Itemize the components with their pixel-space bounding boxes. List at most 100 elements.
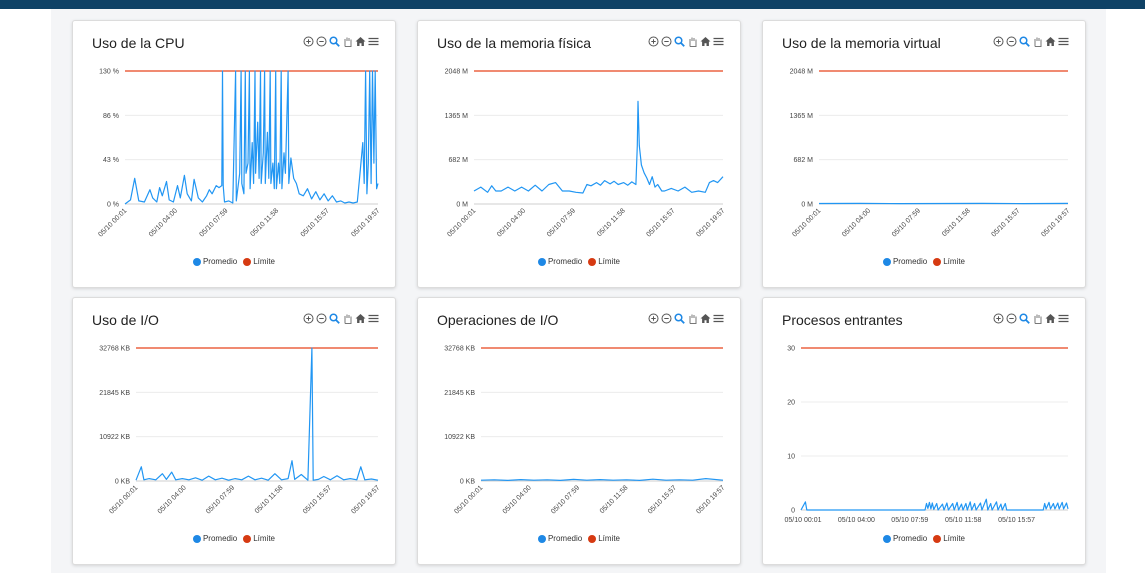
- y-tick-label: 1365 M: [790, 113, 814, 120]
- x-tick-label: 05/10 11:58: [941, 207, 972, 238]
- legend-label: Promedio: [202, 534, 238, 543]
- line-chart: 0 KB 10922 KB 21845 KB 32768 KB 05/10 00:01 0…: [99, 346, 381, 516]
- y-tick-label: 20: [787, 400, 795, 407]
- legend-marker: [537, 534, 546, 543]
- pan-hand-icon[interactable]: [687, 313, 698, 324]
- legend-item-limit[interactable]: Límite: [933, 257, 965, 266]
- x-tick-label: 05/10 15:57: [302, 484, 333, 515]
- average-series-line: [135, 347, 379, 481]
- pan-hand-icon[interactable]: [342, 313, 353, 324]
- menu-icon[interactable]: [1058, 313, 1069, 324]
- magnifier-icon[interactable]: [674, 312, 685, 324]
- home-icon[interactable]: [700, 36, 711, 47]
- x-tick-label: 05/10 19:57: [695, 207, 726, 238]
- x-tick-label: 05/10 15:57: [647, 484, 678, 515]
- legend-item-limit[interactable]: Límite: [243, 257, 275, 266]
- chart-card-incoming-processes: Procesos entrantes 0 10 20 30 05/10 00:01 05/1…: [762, 297, 1086, 565]
- legend-item-average[interactable]: Promedio: [882, 534, 927, 543]
- y-tick-label: 0 M: [456, 202, 468, 209]
- x-tick-label: 05/10 19:57: [1040, 207, 1071, 238]
- chart-legend: Promedio Límite: [418, 534, 740, 543]
- y-tick-label: 2048 M: [445, 69, 469, 76]
- average-series-line: [124, 70, 379, 205]
- magnifier-icon[interactable]: [329, 35, 340, 47]
- menu-icon[interactable]: [713, 36, 724, 47]
- zoom-in-icon[interactable]: [993, 313, 1004, 324]
- chart-toolbar: [648, 311, 724, 325]
- line-chart: 0 M 682 M 1365 M 2048 M 05/10 00:01 05/10 04:…: [445, 69, 727, 239]
- x-tick-label: 05/10 04:00: [502, 484, 533, 515]
- chart-legend: Promedio Límite: [418, 257, 740, 266]
- legend-item-average[interactable]: Promedio: [192, 534, 238, 543]
- zoom-out-icon[interactable]: [1006, 36, 1017, 47]
- y-tick-label: 682 M: [449, 157, 469, 164]
- chart-toolbar: [993, 311, 1069, 325]
- zoom-out-icon[interactable]: [661, 36, 672, 47]
- zoom-out-icon[interactable]: [1006, 313, 1017, 324]
- x-tick-label: 05/10 04:00: [841, 207, 872, 238]
- y-tick-label: 86 %: [103, 113, 119, 120]
- magnifier-icon[interactable]: [1019, 312, 1030, 324]
- zoom-in-icon[interactable]: [303, 36, 314, 47]
- chart-card-io-operations: Operaciones de I/O 0 KB 10922 KB 21845 KB 32…: [417, 297, 741, 565]
- zoom-in-icon[interactable]: [993, 36, 1004, 47]
- y-tick-label: 21845 KB: [444, 390, 475, 397]
- zoom-out-icon[interactable]: [316, 36, 327, 47]
- zoom-in-icon[interactable]: [303, 313, 314, 324]
- x-tick-label: 05/10 07:59: [550, 484, 581, 515]
- home-icon[interactable]: [355, 313, 366, 324]
- legend-marker: [588, 257, 597, 266]
- x-tick-label: 05/10 00:01: [108, 484, 139, 515]
- chart-legend: Promedio Límite: [73, 257, 395, 266]
- legend-item-limit[interactable]: Límite: [243, 534, 275, 543]
- menu-icon[interactable]: [1058, 36, 1069, 47]
- y-tick-label: 682 M: [794, 157, 814, 164]
- pan-hand-icon[interactable]: [1032, 313, 1043, 324]
- zoom-in-icon[interactable]: [648, 313, 659, 324]
- x-tick-label: 05/10 04:00: [838, 517, 875, 524]
- y-tick-label: 2048 M: [790, 69, 814, 76]
- chart-card-cpu: Uso de la CPU 0 % 43 % 86 % 130 % 05/10 00:01…: [72, 20, 396, 288]
- legend-item-limit[interactable]: Límite: [588, 257, 620, 266]
- pan-hand-icon[interactable]: [687, 36, 698, 47]
- x-tick-label: 05/10 00:01: [97, 207, 128, 238]
- pan-hand-icon[interactable]: [342, 36, 353, 47]
- chart-legend: Promedio Límite: [763, 257, 1085, 266]
- zoom-in-icon[interactable]: [648, 36, 659, 47]
- legend-item-average[interactable]: Promedio: [882, 257, 928, 266]
- menu-icon[interactable]: [713, 313, 724, 324]
- legend-item-average[interactable]: Promedio: [537, 534, 582, 543]
- home-icon[interactable]: [355, 36, 366, 47]
- legend-marker: [192, 257, 201, 266]
- legend-item-limit[interactable]: Límite: [588, 534, 620, 543]
- home-icon[interactable]: [1045, 36, 1056, 47]
- x-tick-label: 05/10 11:58: [596, 207, 627, 238]
- chart-toolbar: [303, 311, 379, 325]
- x-tick-label: 05/10 00:01: [785, 517, 822, 524]
- legend-marker: [243, 534, 252, 543]
- magnifier-icon[interactable]: [1019, 35, 1030, 47]
- legend-item-average[interactable]: Promedio: [192, 257, 238, 266]
- legend-marker: [882, 534, 891, 543]
- zoom-out-icon[interactable]: [316, 313, 327, 324]
- zoom-out-icon[interactable]: [661, 313, 672, 324]
- x-tick-label: 05/10 04:00: [496, 207, 527, 238]
- chart-title: Uso de I/O: [92, 312, 159, 328]
- legend-label: Promedio: [202, 257, 238, 266]
- y-tick-label: 0 M: [801, 202, 813, 209]
- x-tick-label: 05/10 11:58: [254, 484, 285, 515]
- x-tick-label: 05/10 11:58: [599, 484, 630, 515]
- legend-item-average[interactable]: Promedio: [537, 257, 582, 266]
- home-icon[interactable]: [1045, 313, 1056, 324]
- legend-label: Promedio: [892, 257, 928, 266]
- legend-item-limit[interactable]: Límite: [933, 534, 965, 543]
- average-series-line: [480, 478, 724, 481]
- legend-marker: [588, 534, 597, 543]
- magnifier-icon[interactable]: [674, 35, 685, 47]
- magnifier-icon[interactable]: [329, 312, 340, 324]
- home-icon[interactable]: [700, 313, 711, 324]
- menu-icon[interactable]: [368, 313, 379, 324]
- menu-icon[interactable]: [368, 36, 379, 47]
- pan-hand-icon[interactable]: [1032, 36, 1043, 47]
- x-tick-label: 05/10 07:59: [205, 484, 236, 515]
